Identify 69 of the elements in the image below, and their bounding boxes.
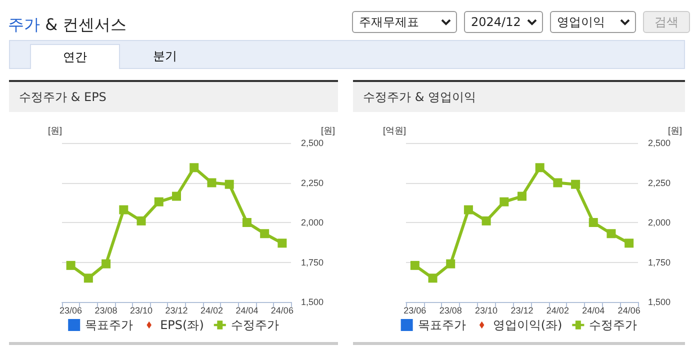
point (66, 260, 76, 270)
x-tick-label: 24/04 (236, 306, 258, 316)
x-tick-label: 23/10 (130, 306, 153, 316)
point (410, 260, 420, 270)
x-tick-label: 23/08 (94, 306, 118, 316)
y2-tick-label: 1,750 (301, 257, 324, 268)
point (571, 180, 580, 189)
point (224, 180, 234, 189)
point (518, 192, 526, 201)
point (84, 274, 93, 283)
y2-tick-label: 1,750 (648, 257, 671, 268)
y2-tick-label: 2,000 (648, 218, 671, 228)
point (278, 238, 287, 248)
chart-title: 수정주가 & 영업이익 (353, 80, 685, 112)
point (588, 218, 598, 227)
point (535, 163, 544, 172)
point (190, 163, 199, 172)
y2-tick-label: 2,500 (648, 138, 671, 148)
point (207, 178, 216, 188)
y2-tick-label: 2,250 (301, 178, 324, 188)
text: 분기 (152, 48, 178, 65)
x-tick-label: 23/06 (60, 306, 82, 316)
y-axis-title: [억원] (382, 126, 406, 136)
point (482, 216, 491, 226)
y2-tick-label: 1,500 (301, 297, 324, 307)
point (428, 274, 438, 283)
legend-label: 수정주가 (589, 318, 638, 332)
point (172, 192, 181, 201)
point (624, 238, 634, 248)
text: 영업이익 (550, 11, 636, 33)
x-tick-label: 23/06 (404, 306, 426, 316)
point (102, 259, 111, 268)
x-tick-label: 24/06 (618, 306, 640, 316)
y2-axis-title: [원] (321, 126, 336, 136)
point (553, 178, 562, 188)
point (446, 259, 456, 268)
x-tick-label: 23/12 (165, 306, 188, 316)
y2-tick-label: 2,500 (301, 138, 324, 148)
legend-label: EPS(좌) (160, 318, 204, 332)
legend-label: 영업이익(좌) (492, 318, 562, 332)
text: 검색 (643, 11, 690, 33)
text: 주재무제표 (352, 11, 457, 33)
text: 2024/12 (464, 11, 543, 33)
point (464, 205, 473, 214)
point (136, 216, 146, 226)
y2-tick-label: 2,000 (301, 218, 324, 228)
text: 주가 & 컨센서스 (8, 15, 127, 34)
point (119, 205, 128, 214)
x-tick-label: 24/04 (582, 306, 605, 316)
point (500, 197, 509, 206)
point (606, 229, 616, 238)
legend-label: 목표주가 (418, 318, 466, 332)
y-axis-title: [원] (48, 126, 62, 136)
x-tick-label: 23/12 (510, 306, 534, 316)
legend-label: 수정주가 (230, 318, 279, 332)
point (154, 197, 164, 206)
x-tick-label: 24/02 (200, 306, 223, 316)
point (260, 229, 270, 238)
point (242, 218, 252, 227)
y2-axis-title: [원] (668, 126, 682, 136)
chart-title: 수정주가 & EPS (9, 80, 338, 112)
y2-tick-label: 2,250 (648, 178, 671, 188)
x-tick-label: 23/08 (439, 306, 462, 316)
x-tick-label: 24/02 (546, 306, 569, 316)
y2-tick-label: 1,500 (648, 297, 671, 307)
legend-label: 목표주가 (85, 318, 134, 332)
text: 연간 (30, 44, 120, 69)
x-tick-label: 23/10 (475, 306, 498, 316)
x-tick-label: 24/06 (270, 306, 294, 316)
